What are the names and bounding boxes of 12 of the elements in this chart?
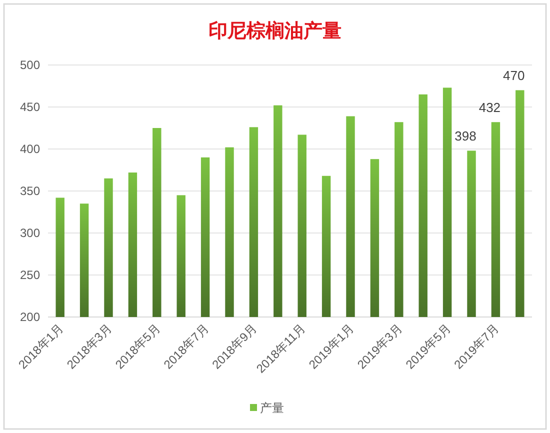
- legend-label: 产量: [260, 401, 284, 415]
- y-tick-label: 250: [20, 268, 40, 282]
- data-label: 470: [503, 68, 525, 84]
- data-label: 432: [478, 100, 501, 116]
- y-tick-label: 500: [20, 58, 40, 72]
- chart-title: 印尼棕榈油产量: [208, 20, 342, 42]
- y-tick-label: 200: [20, 310, 40, 324]
- y-tick-label: 450: [20, 100, 40, 114]
- data-label: 398: [454, 128, 476, 144]
- y-tick-label: 350: [20, 184, 40, 198]
- y-tick-label: 400: [20, 142, 40, 156]
- y-tick-label: 300: [20, 226, 40, 240]
